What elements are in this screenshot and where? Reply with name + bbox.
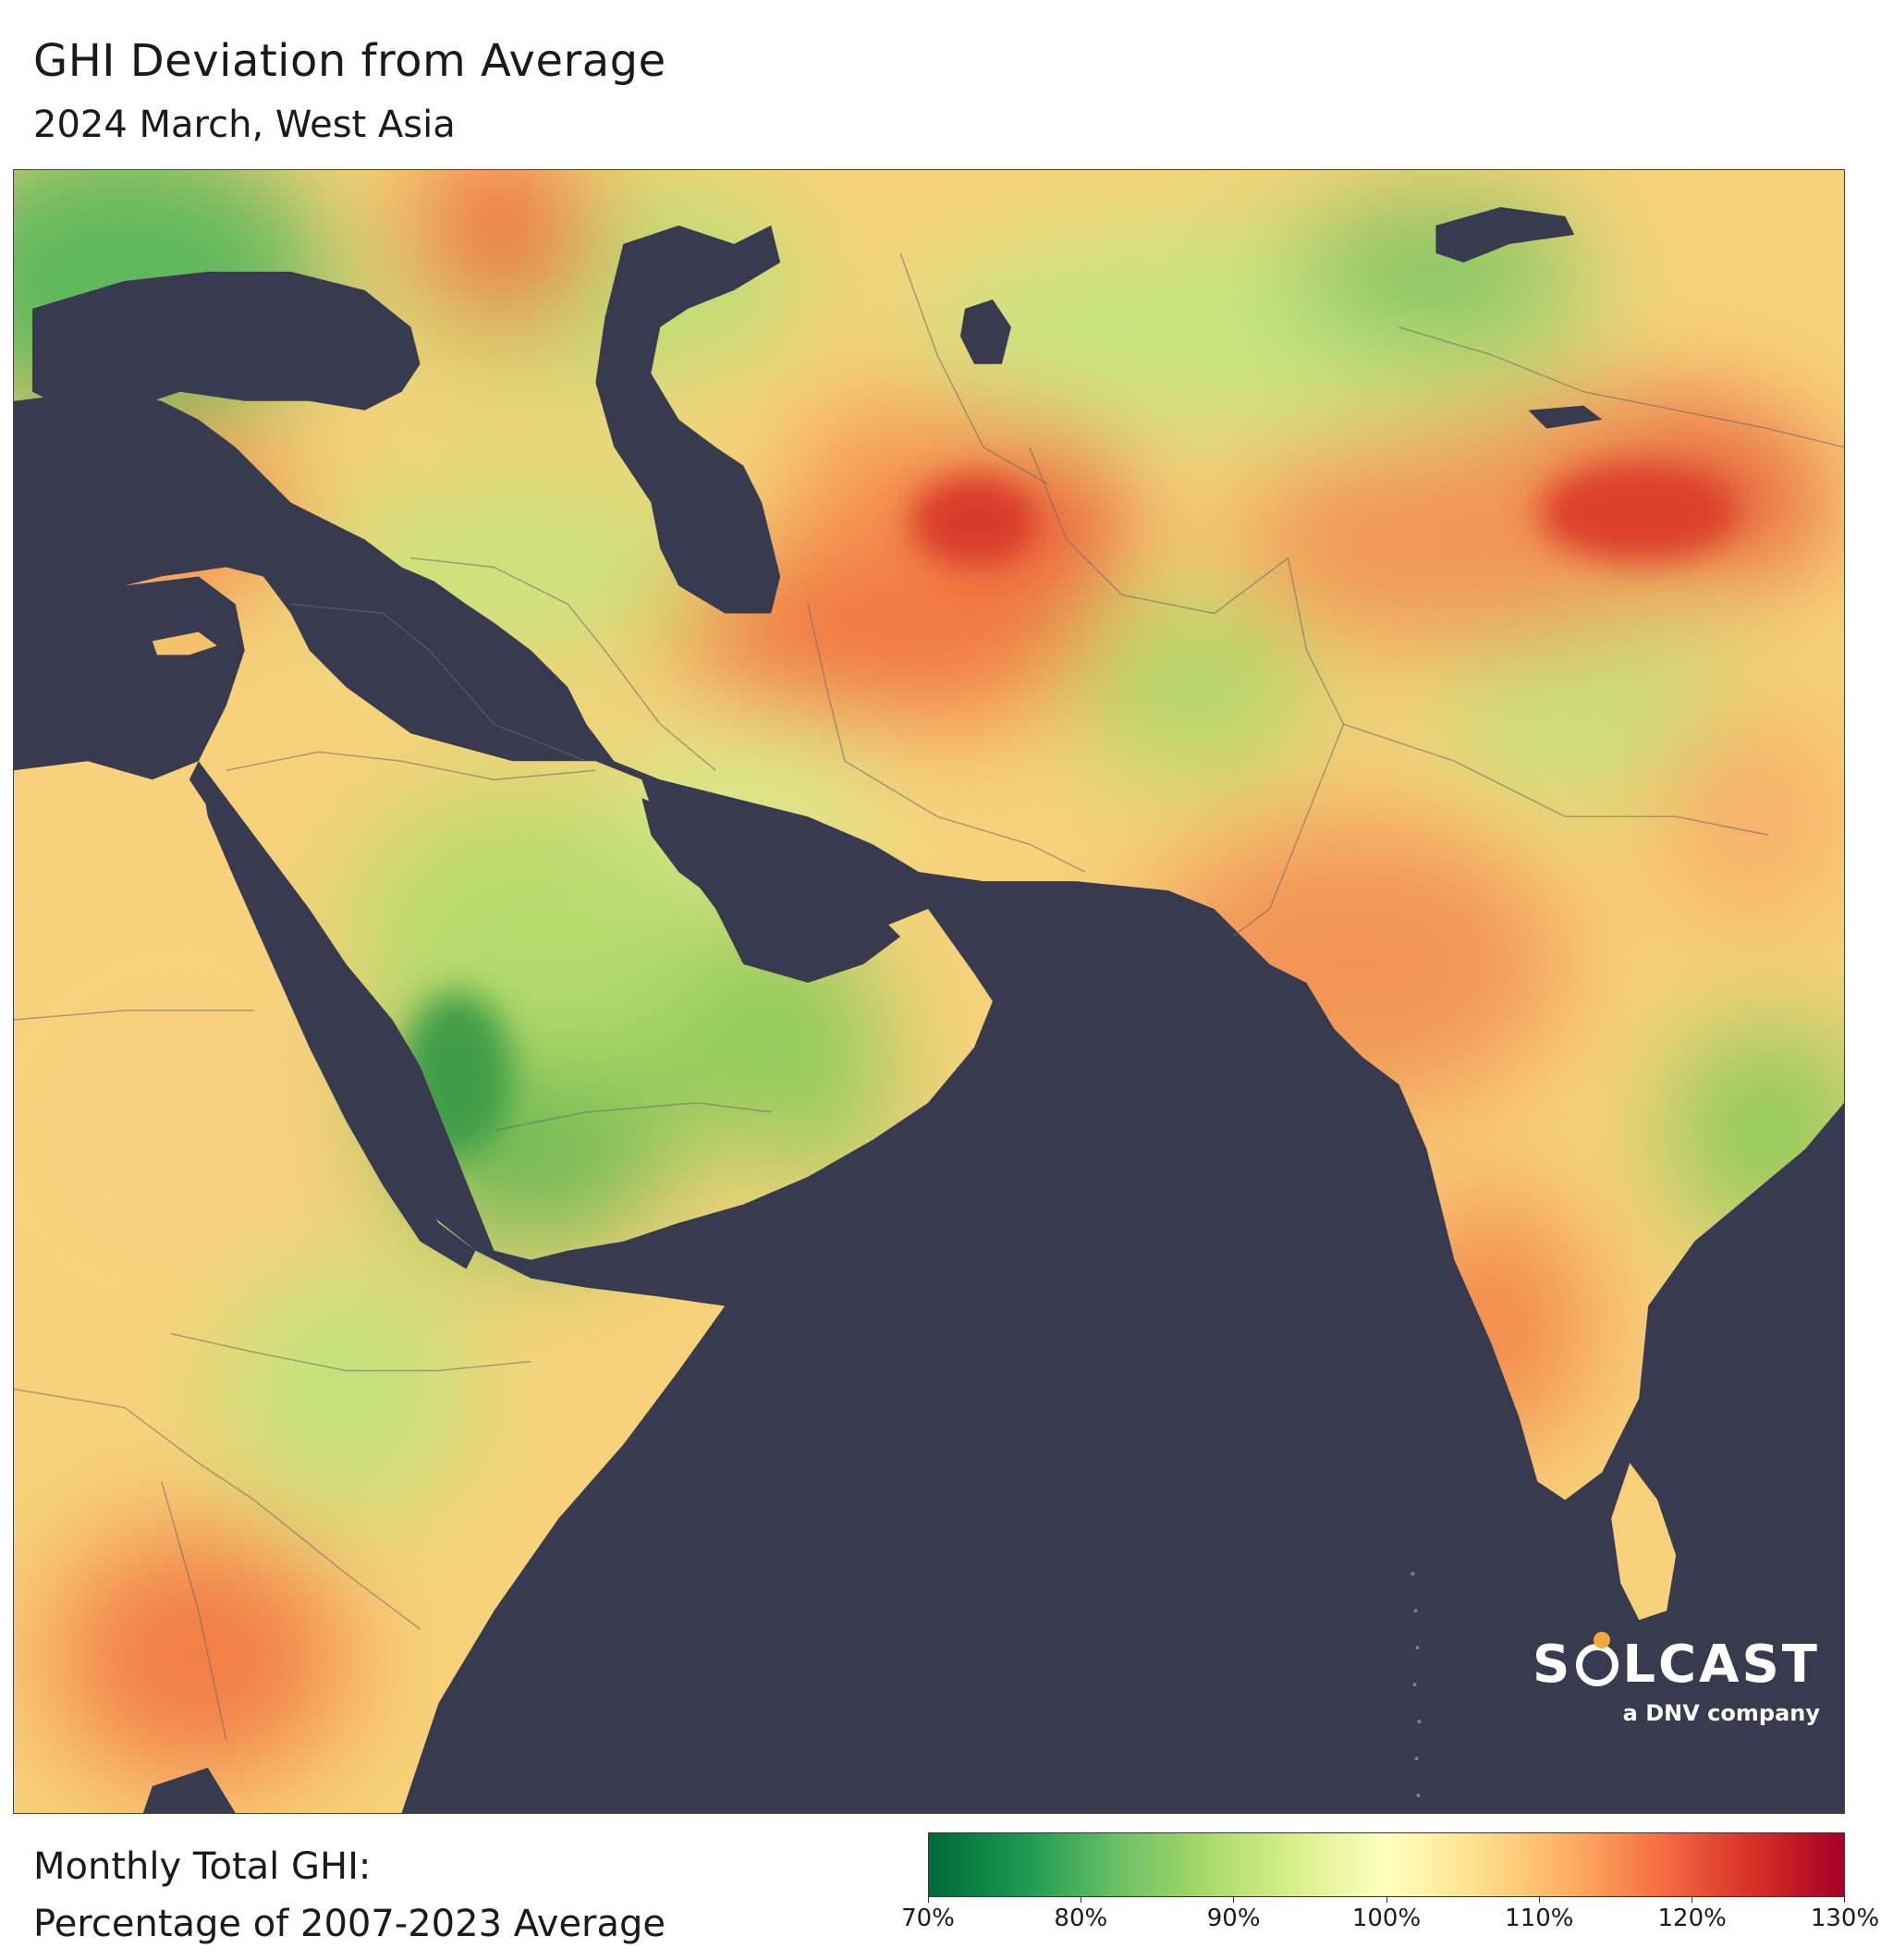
colorbar-tick-mark: [1691, 1897, 1692, 1903]
colorbar-tick-mark: [1538, 1897, 1540, 1903]
colorbar-ticks: 70% 80% 90% 100% 110% 120% 130%: [901, 1905, 1879, 1942]
colorbar-tick-label: 100%: [1351, 1905, 1422, 1932]
lake-victoria: [142, 1768, 236, 1813]
caspian-sea: [595, 225, 781, 614]
aral-sea: [959, 299, 1011, 364]
inland-water: [14, 206, 1603, 1813]
red-sea: [198, 761, 476, 1269]
map-title: GHI Deviation from Average: [33, 35, 666, 87]
colorbar-tick-label: 120%: [1657, 1905, 1727, 1932]
land-layer: [14, 170, 1844, 1813]
colorbar-tick-label: 90%: [1206, 1905, 1261, 1932]
legend-title: Monthly Total GHI: Percentage of 2007-20…: [33, 1838, 666, 1953]
colorbar-tick-mark: [1386, 1897, 1387, 1903]
colorbar-tick-mark: [1233, 1897, 1235, 1903]
persian-gulf: [641, 798, 901, 984]
ghi-map: [14, 170, 1844, 1813]
mediterranean-sea: [14, 576, 245, 780]
colorbar-tick-mark: [1844, 1897, 1845, 1903]
sun-icon: [1576, 1631, 1619, 1686]
cyprus: [152, 631, 217, 655]
logo-word-left: S: [1533, 1635, 1573, 1695]
map-panel: S LCAST a DNV company: [13, 169, 1845, 1814]
colorbar: [928, 1832, 1845, 1897]
solcast-logo: S LCAST a DNV company: [1533, 1631, 1820, 1726]
legend-title-line1: Monthly Total GHI:: [33, 1845, 372, 1888]
gulf-of-aden: [475, 1222, 772, 1288]
colorbar-tick-label: 110%: [1505, 1905, 1574, 1932]
black-sea: [31, 271, 421, 410]
map-subtitle: 2024 March, West Asia: [33, 104, 456, 146]
country-borders: [14, 252, 1844, 1741]
maldives: [1411, 1572, 1422, 1798]
lake-issyk-kul: [1528, 405, 1603, 429]
legend-title-line2: Percentage of 2007-2023 Average: [33, 1903, 666, 1945]
colorbar-tick-label: 130%: [1810, 1905, 1880, 1932]
logo-word-right: LCAST: [1622, 1635, 1820, 1695]
colorbar-tick-mark: [928, 1897, 929, 1903]
lake-balkhash: [1435, 206, 1575, 263]
colorbar-tick-label: 80%: [1054, 1905, 1108, 1932]
logo-tagline: a DNV company: [1622, 1700, 1820, 1726]
colorbar-tick-label: 70%: [901, 1905, 955, 1932]
